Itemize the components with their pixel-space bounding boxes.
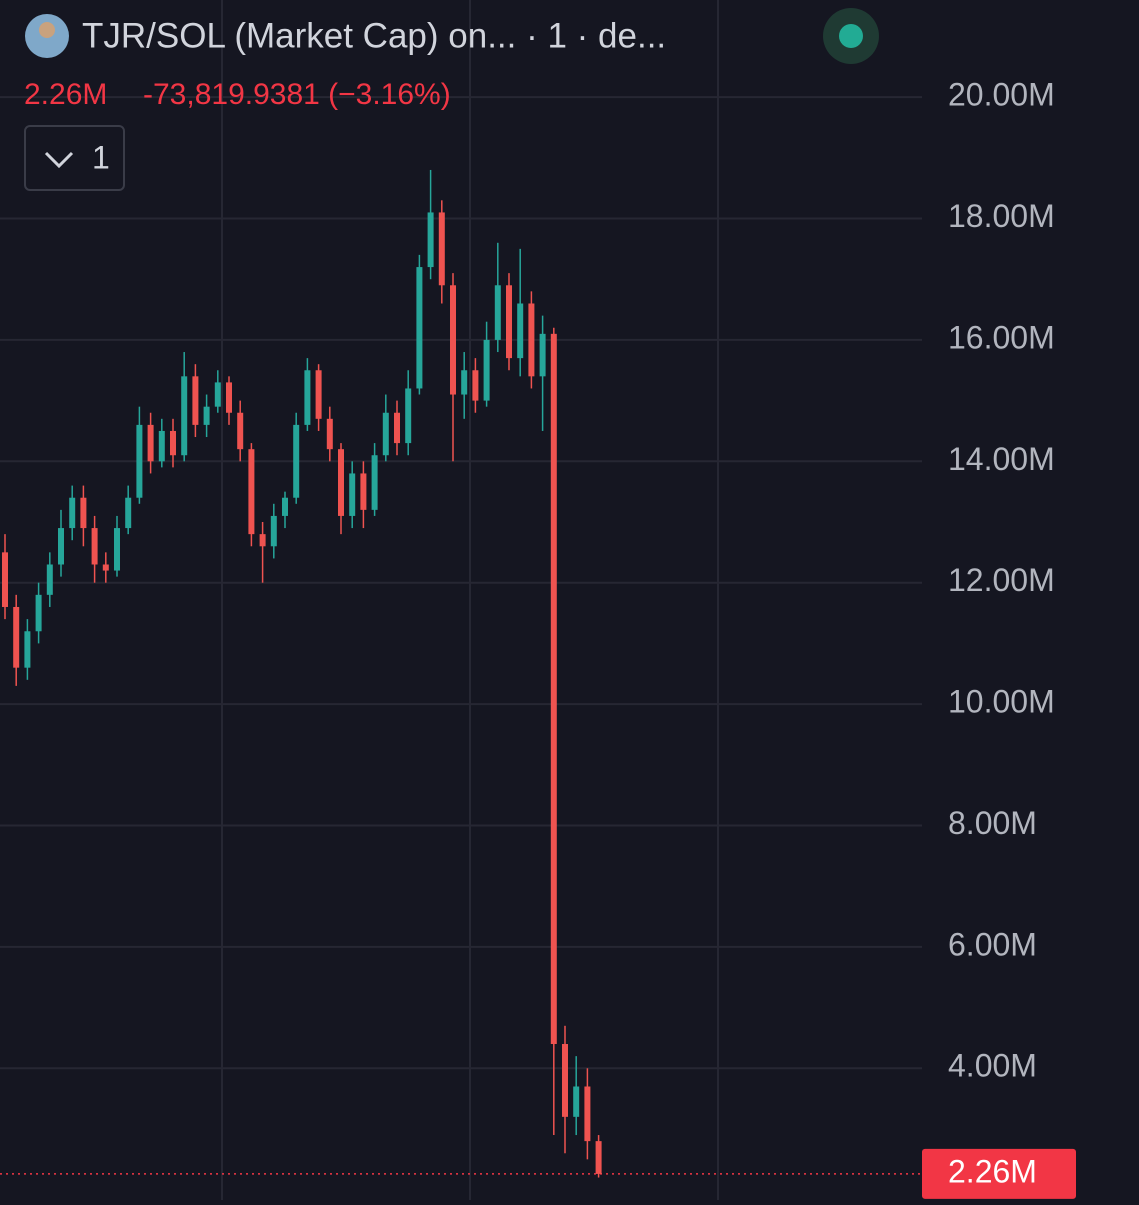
y-tick-label: 16.00M [948, 319, 1055, 355]
candle-body [438, 212, 445, 286]
candle-body [506, 285, 512, 359]
candle-body [24, 631, 31, 668]
candle-body [461, 370, 468, 395]
candle-body [2, 552, 8, 607]
candle-body [315, 370, 322, 419]
candle-body [394, 412, 400, 444]
candle-body [102, 564, 109, 571]
candle-body [371, 455, 378, 510]
candle-body [427, 212, 434, 268]
candle-body [237, 412, 244, 450]
y-tick-label: 6.00M [948, 926, 1037, 962]
candle-body [170, 430, 176, 456]
candle-body [125, 497, 132, 529]
candle-body [405, 388, 412, 444]
candle-body [517, 303, 524, 359]
avatar-face [39, 22, 55, 38]
candle-body [584, 1086, 591, 1142]
candle-body [483, 339, 490, 401]
candle-body [472, 370, 479, 401]
candle-body [416, 267, 423, 389]
candle-body [69, 497, 76, 529]
candle-body [528, 303, 535, 377]
candle-body [304, 370, 311, 425]
last-price-box [922, 1148, 1076, 1199]
y-tick-label: 10.00M [948, 684, 1055, 720]
candle-body [158, 430, 165, 462]
candle-body [573, 1086, 580, 1117]
candle-body [203, 406, 210, 425]
candle-body [35, 594, 42, 632]
indicator-toggle[interactable] [24, 125, 125, 191]
candle-body [562, 1044, 568, 1117]
last-price: 2.26M [24, 78, 107, 111]
candle-body [494, 285, 501, 340]
candle-body [259, 534, 266, 547]
candle-body [450, 285, 456, 395]
candle-body [349, 473, 356, 516]
chevron-icon [44, 151, 74, 169]
candle-body [270, 515, 277, 547]
y-tick-label: 14.00M [948, 441, 1055, 477]
candle-body [248, 449, 255, 535]
candle-body [181, 376, 188, 456]
candle-body [595, 1141, 602, 1174]
candle-body [13, 606, 20, 668]
symbol-title[interactable]: TJR/SOL (Market Cap) on... · 1 · de... [82, 16, 666, 55]
candle-body [539, 333, 546, 377]
candle-body [192, 376, 199, 425]
y-tick-label: 8.00M [948, 805, 1037, 841]
indicator-count[interactable]: 1 [92, 139, 110, 175]
y-tick-label: 12.00M [948, 562, 1055, 598]
candle-body [214, 382, 221, 407]
candle-body [282, 497, 288, 516]
y-tick-label: 20.00M [948, 77, 1055, 113]
candle-body [226, 382, 232, 413]
candle-body [338, 449, 344, 516]
candle-body [136, 424, 143, 498]
candle-body [550, 333, 557, 1045]
candle-body [147, 424, 154, 462]
time-grid [221, 0, 719, 1200]
candle-body [293, 424, 300, 498]
candle-body [360, 473, 367, 510]
y-tick-label: 4.00M [948, 1048, 1037, 1084]
y-tick-label: 18.00M [948, 198, 1055, 234]
last-price-axis-label: 2.26M [948, 1153, 1037, 1189]
candle-body [46, 564, 53, 595]
candle-body [91, 528, 98, 565]
price-change: -73,819.9381 (−3.16%) [143, 78, 451, 111]
candle-body [326, 418, 333, 450]
candle-body [382, 412, 389, 456]
candle-body [114, 528, 120, 571]
candle-body [58, 528, 64, 565]
candle-body [80, 497, 87, 529]
status-dot [839, 24, 863, 48]
